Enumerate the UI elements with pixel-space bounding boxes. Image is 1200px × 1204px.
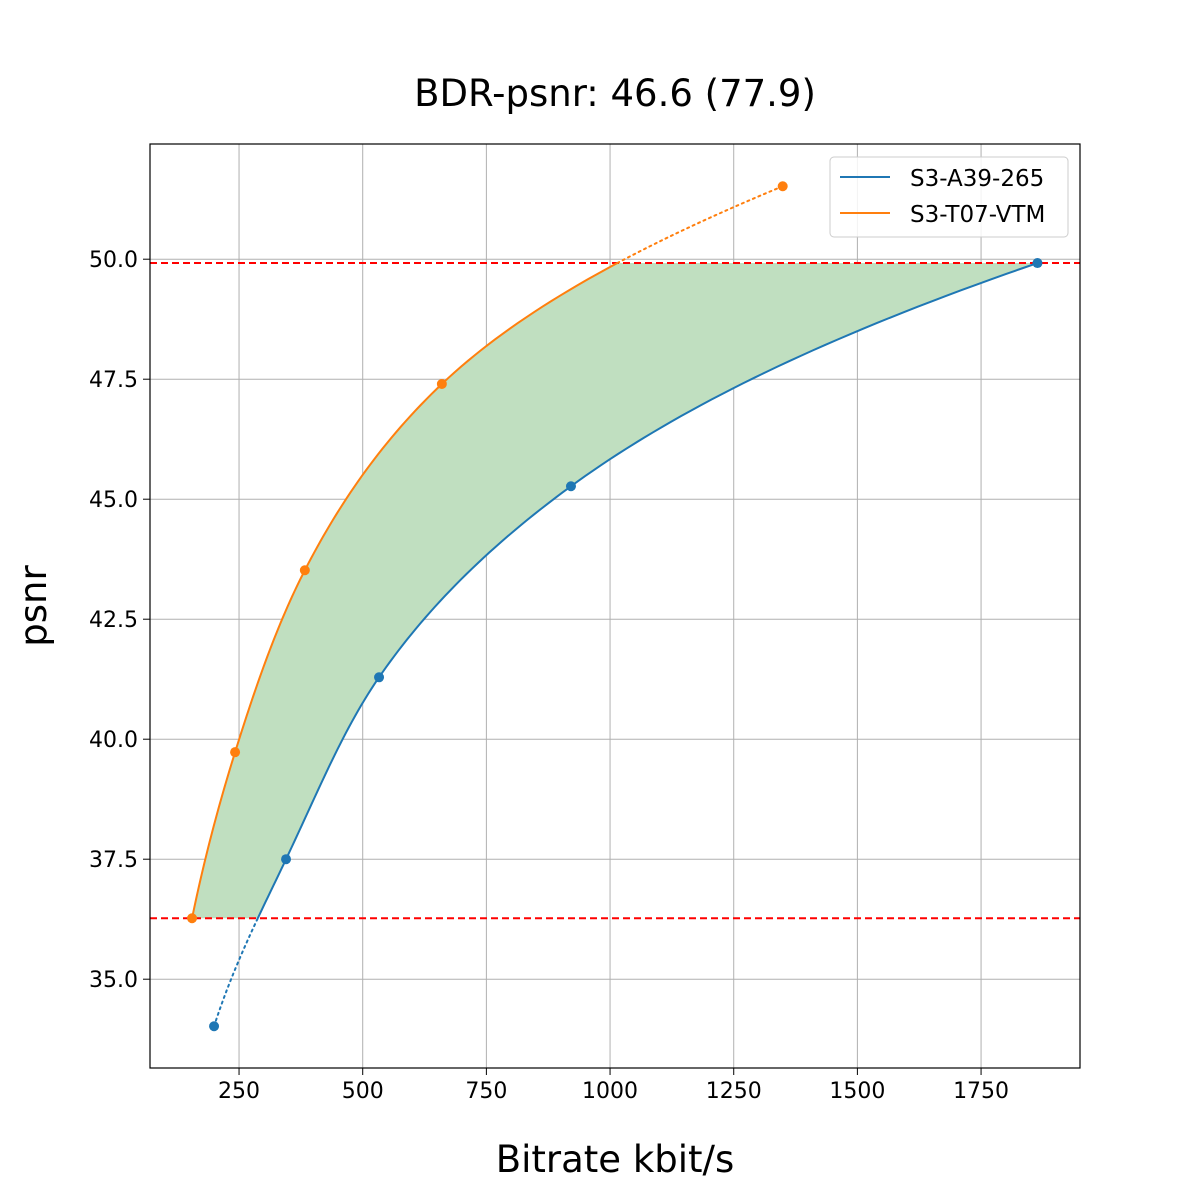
series-1-extrapolation-high xyxy=(616,185,784,265)
x-tick-label: 1000 xyxy=(582,1079,638,1104)
x-axis-label: Bitrate kbit/s xyxy=(496,1138,735,1181)
x-tick-label: 1750 xyxy=(953,1079,1009,1104)
series-0-line xyxy=(256,262,1038,919)
y-tick-label: 37.5 xyxy=(89,848,138,873)
series-0-point xyxy=(565,481,576,492)
x-tick-label: 250 xyxy=(218,1079,260,1104)
series-1-point xyxy=(187,913,198,924)
series-1-point xyxy=(299,565,310,576)
y-tick-label: 47.5 xyxy=(89,368,138,393)
x-tick-label: 500 xyxy=(342,1079,384,1104)
series-1-point xyxy=(777,181,788,192)
series-0-point xyxy=(1032,258,1043,269)
fill-between-polygon xyxy=(192,263,1038,919)
series-lines xyxy=(191,185,1038,1028)
ticks: 250 500 750 1000 1250 1500 1750 35.0 37.5 40.0 42.… xyxy=(89,248,1009,1104)
x-tick-label: 750 xyxy=(465,1079,507,1104)
series-1-line xyxy=(191,262,618,919)
y-tick-label: 40.0 xyxy=(89,728,138,753)
series-0-extrapolation-low xyxy=(213,917,259,1028)
fill-area xyxy=(192,263,1038,919)
legend-label-1: S3-T07-VTM xyxy=(910,202,1045,228)
x-tick-label: 1250 xyxy=(706,1079,762,1104)
legend-label-0: S3-A39-265 xyxy=(910,166,1044,192)
series-1-point xyxy=(230,747,241,758)
series-points xyxy=(187,181,1043,1032)
reference-lines xyxy=(150,262,1080,920)
series-1-point xyxy=(436,379,447,389)
y-tick-label: 50.0 xyxy=(89,248,138,273)
chart-title: BDR-psnr: 46.6 (77.9) xyxy=(414,72,816,115)
y-tick-label: 35.0 xyxy=(89,968,138,993)
plot-frame xyxy=(149,143,1081,1069)
series-0-point xyxy=(374,672,385,683)
series-0-point xyxy=(281,854,292,865)
y-tick-label: 45.0 xyxy=(89,488,138,513)
y-axis-label: psnr xyxy=(12,565,55,647)
series-0-point xyxy=(209,1021,220,1032)
y-tick-label: 42.5 xyxy=(89,608,138,633)
legend: S3-A39-265 S3-T07-VTM xyxy=(829,156,1069,238)
x-tick-label: 1500 xyxy=(829,1079,885,1104)
